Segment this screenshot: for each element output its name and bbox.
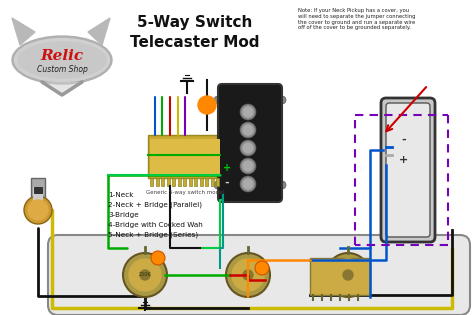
Text: 4-Bridge with Cocked Wah: 4-Bridge with Cocked Wah bbox=[108, 222, 203, 228]
FancyBboxPatch shape bbox=[386, 103, 430, 237]
Circle shape bbox=[240, 140, 256, 156]
Text: +: + bbox=[223, 163, 231, 173]
Circle shape bbox=[240, 176, 256, 192]
Bar bbox=[206, 178, 209, 186]
Text: 5-Way Switch: 5-Way Switch bbox=[137, 15, 253, 30]
Text: Generic 5-way switch model: Generic 5-way switch model bbox=[146, 190, 224, 195]
Bar bbox=[167, 178, 170, 186]
Bar bbox=[156, 178, 159, 186]
Bar bbox=[34, 187, 42, 193]
Circle shape bbox=[243, 107, 253, 117]
Circle shape bbox=[151, 251, 165, 265]
Bar bbox=[33, 187, 43, 205]
Circle shape bbox=[243, 161, 253, 171]
Circle shape bbox=[129, 259, 161, 291]
Circle shape bbox=[243, 125, 253, 135]
Text: +: + bbox=[400, 155, 409, 165]
Bar bbox=[183, 178, 186, 186]
Circle shape bbox=[255, 261, 269, 275]
Circle shape bbox=[243, 143, 253, 153]
Circle shape bbox=[243, 270, 253, 280]
Circle shape bbox=[198, 96, 216, 114]
Text: Relic: Relic bbox=[40, 49, 83, 63]
Bar bbox=[31, 178, 45, 202]
Polygon shape bbox=[12, 18, 35, 45]
Text: -: - bbox=[225, 178, 229, 188]
Circle shape bbox=[214, 96, 222, 104]
Bar bbox=[148, 135, 222, 178]
Bar bbox=[173, 178, 175, 186]
Text: 1-Neck: 1-Neck bbox=[108, 192, 134, 198]
Bar bbox=[189, 178, 192, 186]
Circle shape bbox=[240, 158, 256, 174]
Circle shape bbox=[226, 253, 270, 297]
Circle shape bbox=[332, 259, 364, 291]
Text: 2-Neck + Bridge (Parallel): 2-Neck + Bridge (Parallel) bbox=[108, 202, 202, 209]
Circle shape bbox=[24, 196, 52, 224]
Circle shape bbox=[243, 179, 253, 189]
Circle shape bbox=[343, 270, 353, 280]
Bar bbox=[194, 178, 198, 186]
Bar bbox=[151, 178, 154, 186]
Text: Custom Shop: Custom Shop bbox=[36, 65, 87, 73]
Bar bbox=[217, 178, 219, 186]
Circle shape bbox=[240, 122, 256, 138]
Circle shape bbox=[232, 259, 264, 291]
Circle shape bbox=[278, 96, 286, 104]
Polygon shape bbox=[88, 18, 110, 45]
Bar bbox=[200, 178, 203, 186]
Text: -: - bbox=[401, 135, 406, 145]
Bar bbox=[310, 258, 370, 295]
Text: 250K: 250K bbox=[139, 272, 151, 278]
FancyBboxPatch shape bbox=[381, 98, 435, 242]
Circle shape bbox=[214, 181, 222, 189]
Ellipse shape bbox=[12, 36, 112, 84]
Circle shape bbox=[123, 253, 167, 297]
Circle shape bbox=[278, 181, 286, 189]
Circle shape bbox=[140, 270, 150, 280]
Ellipse shape bbox=[15, 38, 109, 82]
Bar bbox=[150, 139, 220, 174]
Circle shape bbox=[326, 253, 370, 297]
Bar bbox=[162, 178, 164, 186]
Circle shape bbox=[240, 104, 256, 120]
Bar bbox=[178, 178, 181, 186]
Text: Telecaster Mod: Telecaster Mod bbox=[130, 35, 260, 50]
FancyBboxPatch shape bbox=[218, 84, 282, 202]
Bar bbox=[211, 178, 214, 186]
Text: 5-Neck + Bridge (Series): 5-Neck + Bridge (Series) bbox=[108, 232, 198, 238]
Ellipse shape bbox=[18, 42, 106, 78]
Text: 3-Bridge: 3-Bridge bbox=[108, 212, 139, 218]
Circle shape bbox=[28, 200, 48, 220]
FancyBboxPatch shape bbox=[48, 235, 470, 315]
Text: Note: If your Neck Pickup has a cover, you
will need to separate the jumper conn: Note: If your Neck Pickup has a cover, y… bbox=[298, 8, 416, 31]
